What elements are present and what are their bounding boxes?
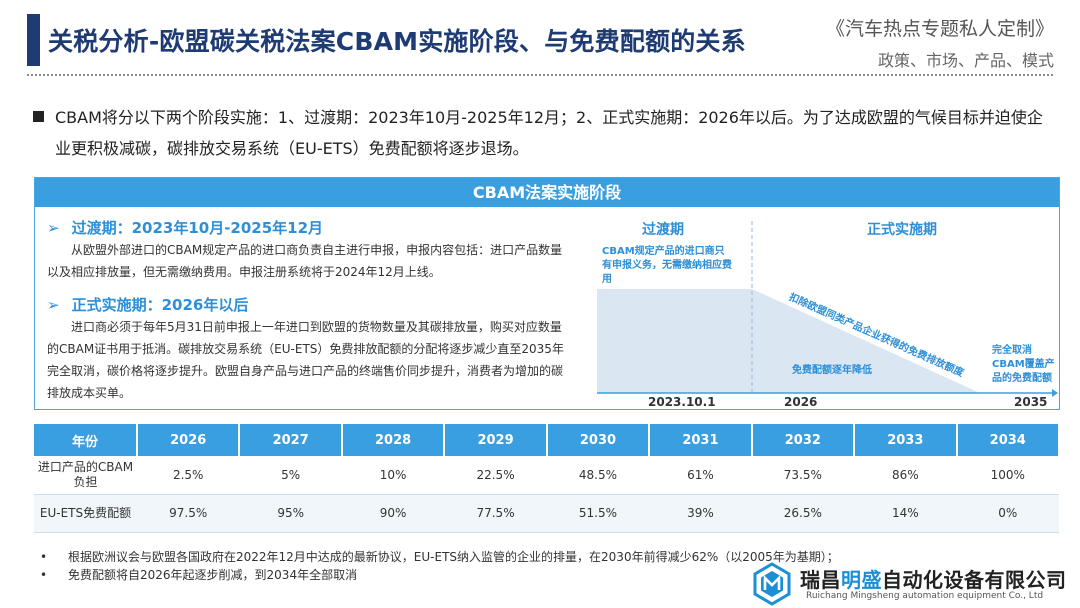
formal-phase-desc: 进口商必须于每年5月31日前申报上一年进口到欧盟的货物数量及其碳排放量，购买对应… [47,320,564,400]
decline-area [752,289,980,393]
transition-phase-desc: 从欧盟外部进口的CBAM规定产品的进口商负责自主进行申报，申报内容包括：进口产品… [47,243,563,279]
cbam-phase-panel: CBAM法案实施阶段 ➢ 过渡期：2023年10月-2025年12月 从欧盟外部进… [34,177,1060,410]
timeline-arrow-icon [1052,389,1058,397]
table-header-year: 2030 [546,424,651,456]
table-cell: 48.5% [546,456,650,495]
series-tags: 政策、市场、产品、模式 [877,51,1054,70]
series-block: 《汽车热点专题私人定制》 政策、市场、产品、模式 [826,14,1054,71]
formal-phase-title: ➢ 正式实施期：2026年以后 [47,294,248,315]
company-name-cn: 瑞昌明盛自动化设备有限公司 [800,564,1067,593]
table-cell: 5% [239,456,342,495]
transition-phase-title: ➢ 过渡期：2023年10月-2025年12月 [47,217,323,238]
panel-title: CBAM法案实施阶段 [35,178,1059,207]
table-cell: 51.5% [546,494,650,533]
footnotes: 根据欧洲议会与欧盟各国政府在2022年12月中达成的最新协议，EU-ETS纳入监… [40,548,839,584]
table-header-label: 年份 [34,424,138,456]
page-title: 关税分析-欧盟碳关税法案CBAM实施阶段、与免费配额的关系 [48,22,746,58]
table-cell: 73.5% [751,456,855,495]
table-header-row: 年份 2026 2027 2028 2029 2030 2031 2032 20… [34,424,1060,456]
table-cell: 0% [956,494,1059,533]
table-row: 进口产品的CBAM负担 2.5% 5% 10% 22.5% 48.5% 61% … [34,456,1059,495]
table-cell: 90% [341,494,445,533]
phase-diagram: 过渡期 正式实施期 CBAM规定产品的进口商只有申报义务，无需缴纳相应费用 扣除… [592,211,1058,409]
table-cell: 86% [854,456,957,495]
title-prefix: 关税分析 [48,27,149,56]
company-name-prefix: 瑞昌 [800,568,841,592]
company-name-en: Ruichang Mingsheng automation equipment … [806,591,1044,601]
phase-diagram-graphic [597,221,1058,397]
series-title: 《汽车热点专题私人定制》 [825,18,1054,40]
table-header-year: 2031 [649,424,753,456]
table-header-year: 2027 [239,424,343,456]
arrow-right-icon: ➢ [47,296,60,314]
company-name-highlight: 明盛 [841,568,882,592]
timeline-tick-end: 2035 [1014,395,1048,409]
table-header-year: 2033 [854,424,958,456]
table-cell: 10% [341,456,445,495]
table-header-year: 2029 [444,424,548,456]
table-cell: 39% [649,494,752,533]
header-accent-bar [27,14,40,66]
table-cell: 100% [956,456,1059,495]
table-header-year: 2028 [341,424,446,456]
table-cell: 22.5% [444,456,547,495]
diagram-label-transition: 过渡期 [642,222,684,238]
footnote-item: 根据欧洲议会与欧盟各国政府在2022年12月中达成的最新协议，EU-ETS纳入监… [40,548,839,566]
table-cell: 2.5% [137,456,240,495]
arrow-right-icon: ➢ [47,219,60,237]
intro-text: CBAM将分以下两个阶段实施：1、过渡期：2023年10月-2025年12月；2… [55,108,1043,158]
allowance-table: 年份 2026 2027 2028 2029 2030 2031 2032 20… [34,424,1060,533]
row-label-ets: EU-ETS免费配额 [34,494,137,533]
table-header-year: 2034 [956,424,1060,456]
square-bullet-icon [33,111,44,122]
timeline-tick-formal: 2026 [784,395,818,409]
table-cell: 77.5% [444,494,547,533]
table-header-year: 2026 [137,424,241,456]
header-divider [27,74,1053,76]
diagram-note-transition: CBAM规定产品的进口商只有申报义务，无需缴纳相应费用 [602,246,732,285]
title-main: -欧盟碳关税法案CBAM实施阶段、与免费配额的关系 [148,27,746,56]
formal-phase-title-text: 正式实施期：2026年以后 [71,296,249,314]
company-logo: 瑞昌明盛自动化设备有限公司 Ruichang Mingsheng automat… [752,562,1078,606]
timeline-tick-start: 2023.10.1 [648,395,716,409]
table-row: EU-ETS免费配额 97.5% 95% 90% 77.5% 51.5% 39%… [34,494,1059,533]
table-cell: 97.5% [137,494,240,533]
table-cell: 95% [239,494,342,533]
footnote-item: 免费配额将自2026年起逐步削减，到2034年全部取消 [40,566,839,584]
company-logo-icon [753,562,791,606]
diagram-note-end: 完全取消CBAM覆盖产品的免费配额 [992,345,1055,384]
table-header-year: 2032 [751,424,856,456]
table-cell: 61% [649,456,752,495]
intro-paragraph: CBAM将分以下两个阶段实施：1、过渡期：2023年10月-2025年12月；2… [33,102,1058,164]
diagram-label-formal: 正式实施期 [867,222,937,238]
table-cell: 14% [854,494,957,533]
transition-area [597,289,752,393]
transition-phase-title-text: 过渡期：2023年10月-2025年12月 [71,219,324,237]
table-cell: 26.5% [751,494,855,533]
diagram-note-decline: 免费配额逐年降低 [792,365,872,376]
row-label-cbam: 进口产品的CBAM负担 [34,456,137,495]
company-name-suffix: 自动化设备有限公司 [882,568,1067,592]
